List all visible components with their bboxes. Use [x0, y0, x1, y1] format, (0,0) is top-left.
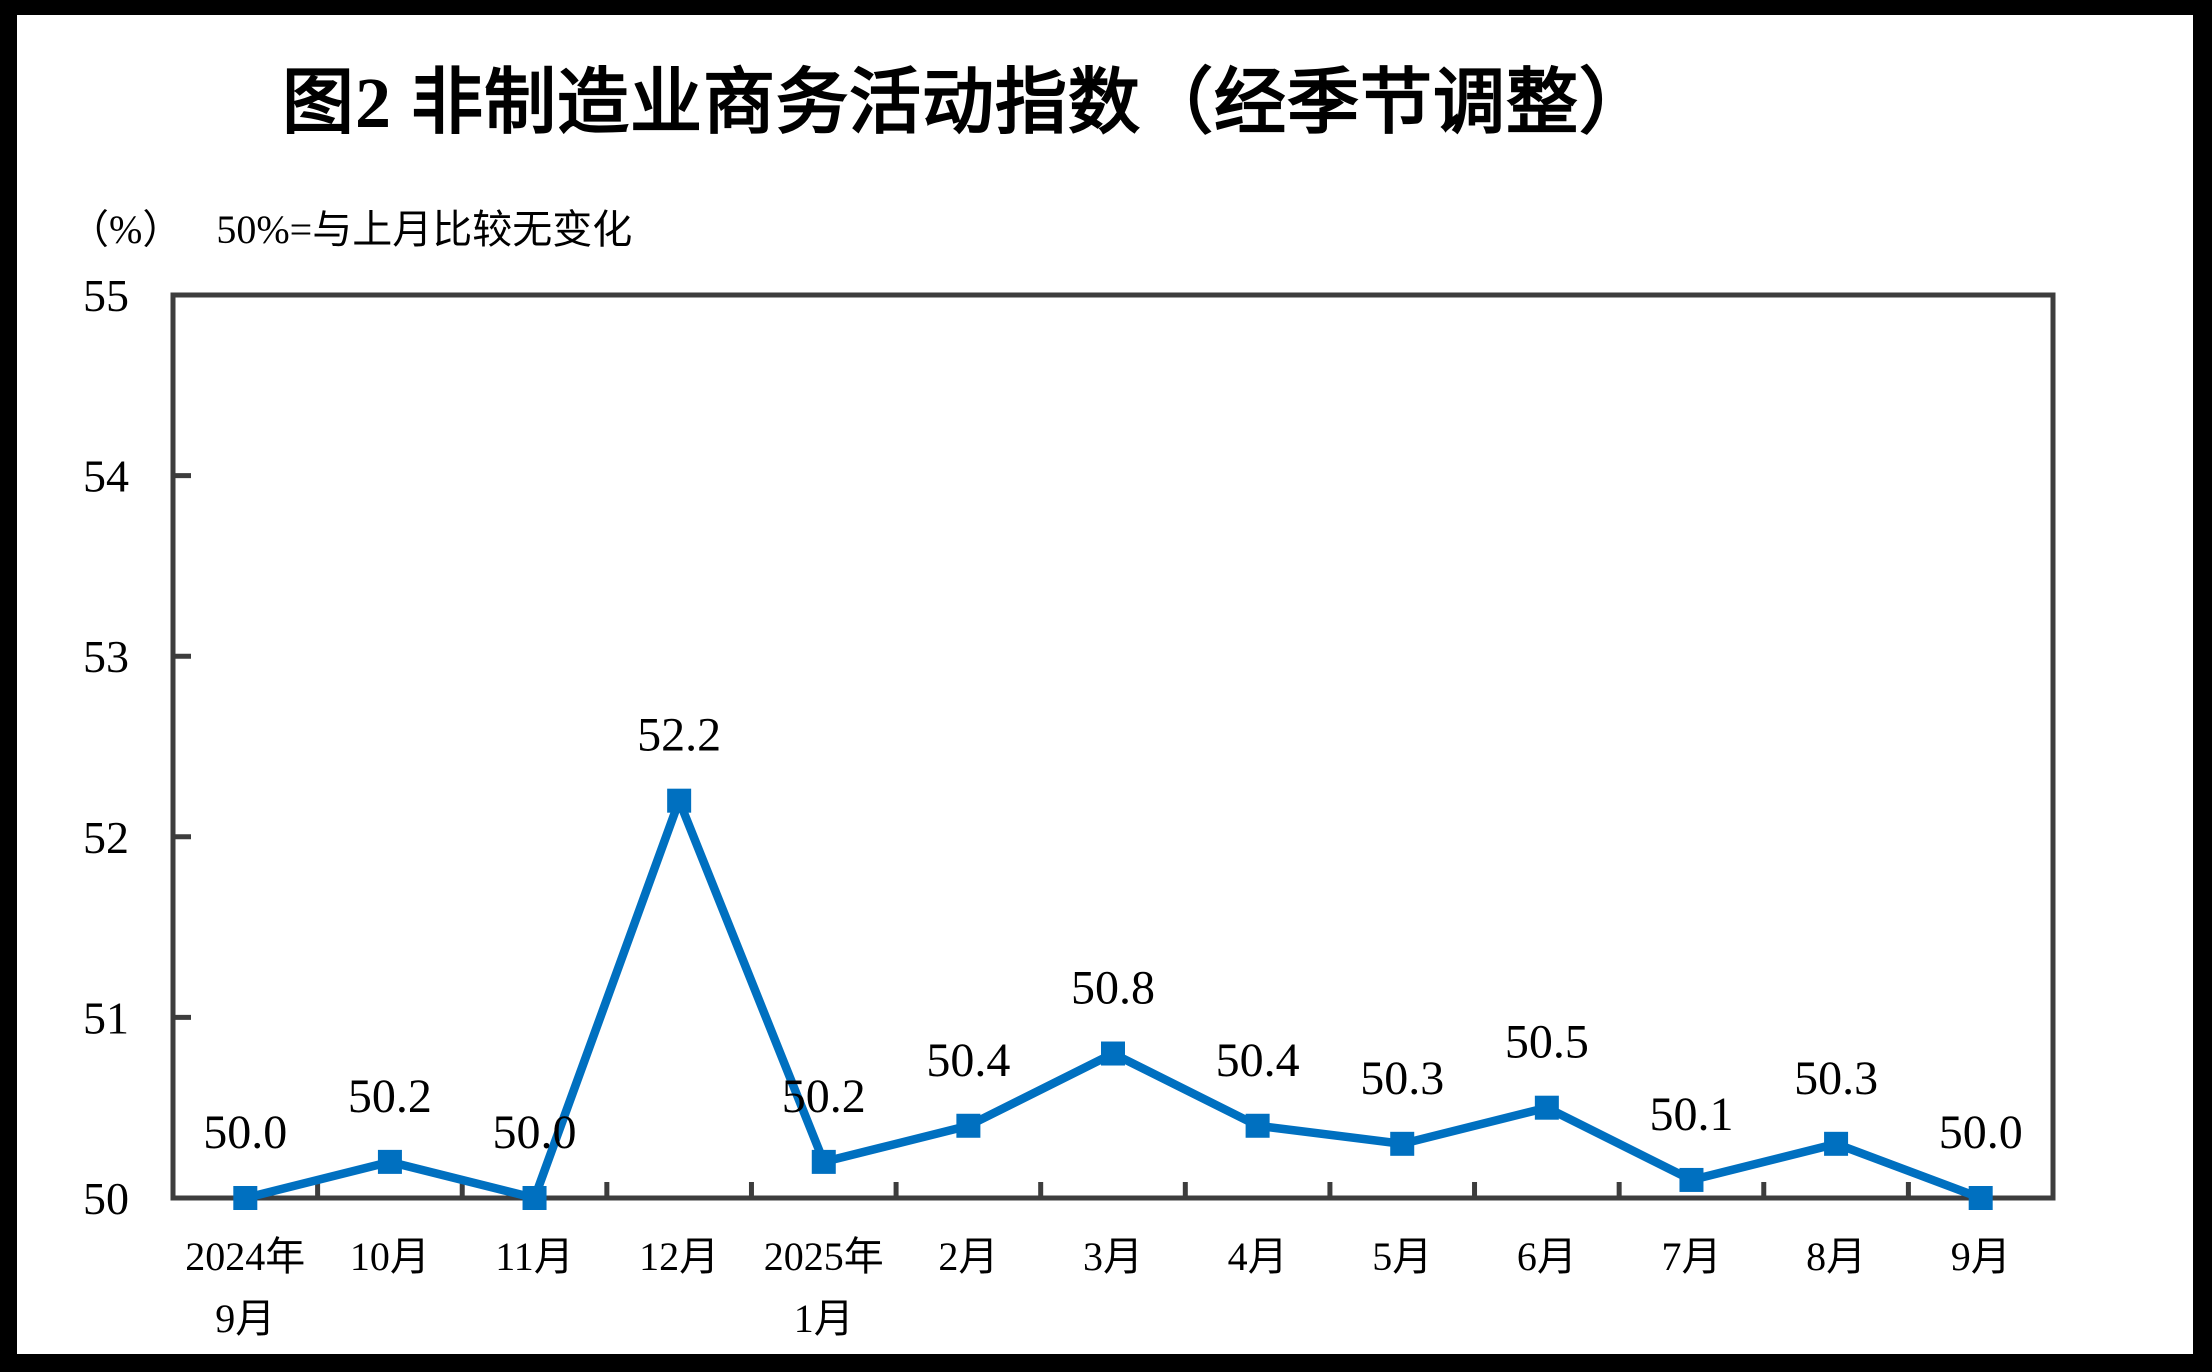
y-axis-tick-label: 53 [83, 631, 129, 682]
x-category-label: 10月 [350, 1234, 430, 1279]
data-point-marker [1679, 1167, 1704, 1192]
data-point-marker [956, 1113, 981, 1138]
data-point-marker [1101, 1041, 1125, 1066]
data-point-label: 50.0 [1939, 1106, 2023, 1159]
x-category-label: 8月 [1806, 1234, 1866, 1279]
note-label: 50%=与上月比较无变化 [216, 207, 633, 252]
data-point-label: 50.5 [1505, 1016, 1589, 1069]
axis-note: （%） 50%=与上月比较无变化 [69, 197, 632, 255]
data-point-label: 52.2 [637, 709, 721, 762]
data-point-label: 50.0 [203, 1106, 287, 1159]
data-point-label: 50.8 [1071, 962, 1155, 1015]
plot-border [170, 292, 2056, 1201]
data-point-marker [377, 1149, 402, 1174]
y-axis-tick-label: 54 [83, 451, 129, 502]
data-point-marker [1824, 1131, 1849, 1156]
data-point-marker [1968, 1186, 1993, 1210]
x-category-label: 6月 [1517, 1234, 1577, 1279]
x-category-label: 2024年 [185, 1234, 305, 1279]
x-category-label: 3月 [1083, 1234, 1143, 1279]
x-category-label: 5月 [1372, 1234, 1432, 1279]
data-point-marker [522, 1186, 547, 1210]
figure-background: 50 51 52 53 54 55 2024年 9月 10月 11月 12月 2025年 1月 2月 3月 4… [17, 15, 2193, 1354]
data-point-label: 50.4 [926, 1034, 1010, 1087]
x-category-label: 9月 [215, 1296, 275, 1341]
data-point-label: 50.2 [348, 1070, 432, 1123]
chart-title: 图2 非制造业商务活动指数（经季节调整） [281, 63, 1652, 143]
x-category-label: 7月 [1661, 1234, 1721, 1279]
data-point-marker [1390, 1131, 1415, 1156]
data-point-label: 50.1 [1649, 1088, 1733, 1141]
data-point-marker [811, 1149, 836, 1174]
x-category-label: 9月 [1951, 1234, 2011, 1279]
data-point-marker [233, 1186, 258, 1210]
x-category-label: 11月 [495, 1234, 574, 1279]
data-point-marker [1534, 1095, 1559, 1120]
data-point-label: 50.4 [1216, 1034, 1300, 1087]
x-category-label: 1月 [794, 1296, 854, 1341]
data-point-marker [667, 788, 692, 813]
data-point-label: 50.3 [1794, 1052, 1878, 1105]
y-axis-tick-label: 52 [83, 812, 129, 863]
x-category-label: 2月 [938, 1234, 998, 1279]
unit-label: （%） [69, 207, 183, 252]
line-chart: 50 51 52 53 54 55 2024年 9月 10月 11月 12月 2025年 1月 2月 3月 4… [83, 270, 2056, 1341]
x-category-label: 4月 [1228, 1234, 1288, 1279]
y-axis-tick-label: 51 [83, 992, 129, 1043]
data-point-label: 50.0 [493, 1106, 577, 1159]
x-category-label: 2025年 [764, 1234, 884, 1279]
y-axis-tick-label: 55 [83, 270, 129, 321]
data-point-label: 50.2 [782, 1070, 866, 1123]
y-axis-tick-label: 50 [83, 1173, 129, 1224]
x-category-label: 12月 [639, 1234, 719, 1279]
data-point-label: 50.3 [1360, 1052, 1444, 1105]
data-point-marker [1245, 1113, 1270, 1138]
